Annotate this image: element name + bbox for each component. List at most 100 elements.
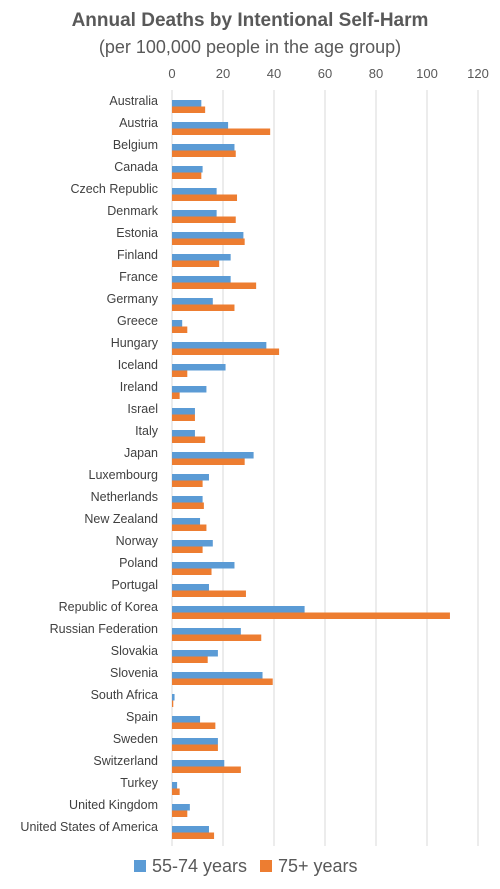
bar-netherlands-55-74-years bbox=[172, 496, 203, 503]
category-label: Sweden bbox=[113, 732, 158, 746]
category-label: Austria bbox=[119, 116, 158, 130]
bar-united-kingdom-55-74-years bbox=[172, 804, 190, 811]
category-label: Australia bbox=[109, 94, 158, 108]
category-label: Norway bbox=[116, 534, 159, 548]
bar-belgium-55-74-years bbox=[172, 144, 235, 151]
bar-united-states-of-america-55-74-years bbox=[172, 826, 209, 833]
x-tick-label: 120 bbox=[467, 66, 489, 81]
category-label: Germany bbox=[107, 292, 159, 306]
bar-greece-75-years bbox=[172, 326, 188, 333]
bar-iceland-75-years bbox=[172, 370, 188, 377]
bar-united-states-of-america-75-years bbox=[172, 832, 215, 839]
bar-germany-55-74-years bbox=[172, 298, 213, 305]
category-label: Ireland bbox=[120, 380, 158, 394]
bar-israel-75-years bbox=[172, 414, 195, 421]
chart-title: Annual Deaths by Intentional Self-Harm bbox=[72, 10, 429, 31]
category-label: Israel bbox=[127, 402, 158, 416]
bar-italy-75-years bbox=[172, 436, 206, 443]
bar-slovenia-55-74-years bbox=[172, 672, 263, 679]
bar-netherlands-75-years bbox=[172, 502, 204, 509]
bar-new-zealand-75-years bbox=[172, 524, 207, 531]
bar-hungary-55-74-years bbox=[172, 342, 267, 349]
bar-iceland-55-74-years bbox=[172, 364, 226, 371]
category-label: Turkey bbox=[120, 776, 158, 790]
category-label: Hungary bbox=[111, 336, 159, 350]
category-label: Belgium bbox=[113, 138, 158, 152]
bar-czech-republic-55-74-years bbox=[172, 188, 217, 195]
bar-norway-55-74-years bbox=[172, 540, 213, 547]
category-label: Estonia bbox=[116, 226, 158, 240]
bar-france-75-years bbox=[172, 282, 257, 289]
bar-spain-75-years bbox=[172, 722, 216, 729]
bar-canada-55-74-years bbox=[172, 166, 203, 173]
bar-ireland-55-74-years bbox=[172, 386, 207, 393]
bar-norway-75-years bbox=[172, 546, 203, 553]
bar-slovakia-55-74-years bbox=[172, 650, 218, 657]
bar-japan-75-years bbox=[172, 458, 245, 465]
legend: 55-74 years 75+ years bbox=[134, 856, 358, 876]
bars bbox=[172, 100, 450, 839]
bar-austria-55-74-years bbox=[172, 122, 229, 129]
x-tick-label: 80 bbox=[369, 66, 383, 81]
bar-germany-75-years bbox=[172, 304, 235, 311]
category-label: South Africa bbox=[91, 688, 158, 702]
chart-subtitle: (per 100,000 people in the age group) bbox=[99, 37, 401, 57]
bar-south-africa-75-years bbox=[172, 700, 174, 707]
category-labels: Australia Austria Belgium Canada Czech Repub… bbox=[20, 94, 158, 834]
bar-poland-55-74-years bbox=[172, 562, 235, 569]
bar-finland-75-years bbox=[172, 260, 220, 267]
bar-australia-75-years bbox=[172, 106, 206, 113]
bar-czech-republic-75-years bbox=[172, 194, 238, 201]
bar-poland-75-years bbox=[172, 568, 212, 575]
bar-luxembourg-55-74-years bbox=[172, 474, 209, 481]
category-label: Portugal bbox=[111, 578, 158, 592]
category-label: Slovenia bbox=[110, 666, 158, 680]
gridlines bbox=[171, 90, 479, 846]
legend-label: 55-74 years bbox=[152, 856, 247, 876]
bar-portugal-75-years bbox=[172, 590, 246, 597]
bar-portugal-55-74-years bbox=[172, 584, 209, 591]
category-label: Denmark bbox=[107, 204, 158, 218]
bar-slovakia-75-years bbox=[172, 656, 208, 663]
bar-ireland-75-years bbox=[172, 392, 180, 399]
category-label: United Kingdom bbox=[69, 798, 158, 812]
category-label: Iceland bbox=[118, 358, 158, 372]
bar-russian-federation-75-years bbox=[172, 634, 262, 641]
category-label: Netherlands bbox=[91, 490, 158, 504]
category-label: France bbox=[119, 270, 158, 284]
bar-estonia-55-74-years bbox=[172, 232, 244, 239]
bar-united-kingdom-75-years bbox=[172, 810, 188, 817]
bar-denmark-75-years bbox=[172, 216, 236, 223]
x-tick-label: 20 bbox=[216, 66, 230, 81]
bar-australia-55-74-years bbox=[172, 100, 202, 107]
bar-sweden-55-74-years bbox=[172, 738, 218, 745]
bar-belgium-75-years bbox=[172, 150, 236, 157]
bar-finland-55-74-years bbox=[172, 254, 231, 261]
bar-canada-75-years bbox=[172, 172, 202, 179]
category-label: Poland bbox=[119, 556, 158, 570]
category-label: Finland bbox=[117, 248, 158, 262]
bar-japan-55-74-years bbox=[172, 452, 254, 459]
bar-hungary-75-years bbox=[172, 348, 280, 355]
bar-luxembourg-75-years bbox=[172, 480, 203, 487]
category-label: Luxembourg bbox=[89, 468, 159, 482]
bar-spain-55-74-years bbox=[172, 716, 201, 723]
x-tick-label: 40 bbox=[267, 66, 281, 81]
legend-swatch-55-74-years bbox=[134, 860, 146, 872]
category-label: Russian Federation bbox=[50, 622, 158, 636]
category-label: United States of America bbox=[20, 820, 158, 834]
bar-turkey-55-74-years bbox=[172, 782, 178, 789]
legend-swatch-75-years bbox=[260, 860, 272, 872]
bar-france-55-74-years bbox=[172, 276, 231, 283]
category-label: Czech Republic bbox=[70, 182, 158, 196]
bar-sweden-75-years bbox=[172, 744, 218, 751]
bar-republic-of-korea-75-years bbox=[172, 612, 450, 619]
category-label: New Zealand bbox=[84, 512, 158, 526]
bar-new-zealand-55-74-years bbox=[172, 518, 201, 525]
bar-denmark-55-74-years bbox=[172, 210, 217, 217]
bar-south-africa-55-74-years bbox=[172, 694, 175, 701]
category-label: Slovakia bbox=[111, 644, 158, 658]
category-label: Canada bbox=[114, 160, 158, 174]
bar-slovenia-75-years bbox=[172, 678, 273, 685]
bar-russian-federation-55-74-years bbox=[172, 628, 241, 635]
